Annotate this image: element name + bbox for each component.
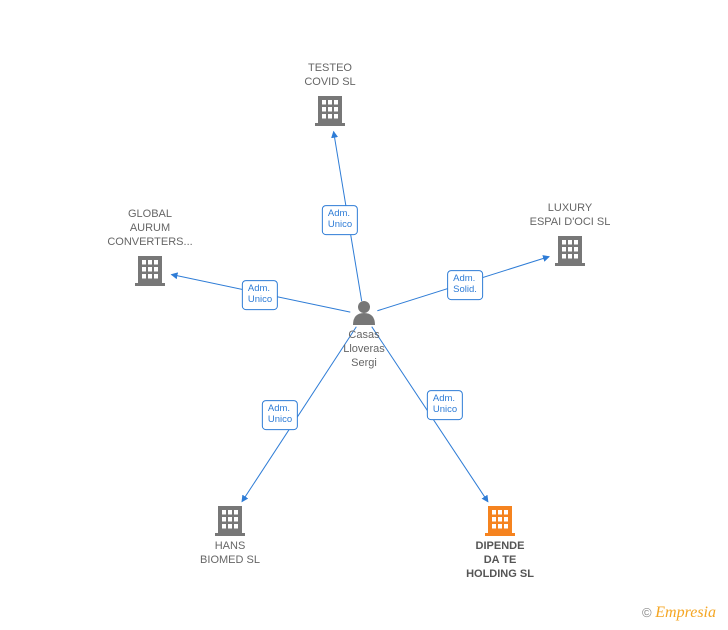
edge-label: Adm.Unico bbox=[262, 400, 298, 430]
edge-label: Adm.Unico bbox=[242, 280, 278, 310]
node-label: HANSBIOMED SL bbox=[180, 540, 280, 568]
edge-label: Adm.Unico bbox=[322, 205, 358, 235]
brand-name: Empresia bbox=[655, 604, 716, 621]
center-node-label: CasasLloverasSergi bbox=[324, 329, 404, 370]
node-label: DIPENDEDA TEHOLDING SL bbox=[450, 540, 550, 581]
node-label: LUXURYESPAI D'OCI SL bbox=[520, 202, 620, 230]
edge-label: Adm.Solid. bbox=[447, 270, 483, 300]
watermark: © Empresia bbox=[642, 604, 716, 622]
edge-label: Adm.Unico bbox=[427, 390, 463, 420]
diagram-svg bbox=[0, 0, 728, 630]
node-label: GLOBALAURUMCONVERTERS... bbox=[100, 208, 200, 249]
node-label: TESTEOCOVID SL bbox=[280, 62, 380, 90]
copyright-symbol: © bbox=[642, 605, 652, 620]
